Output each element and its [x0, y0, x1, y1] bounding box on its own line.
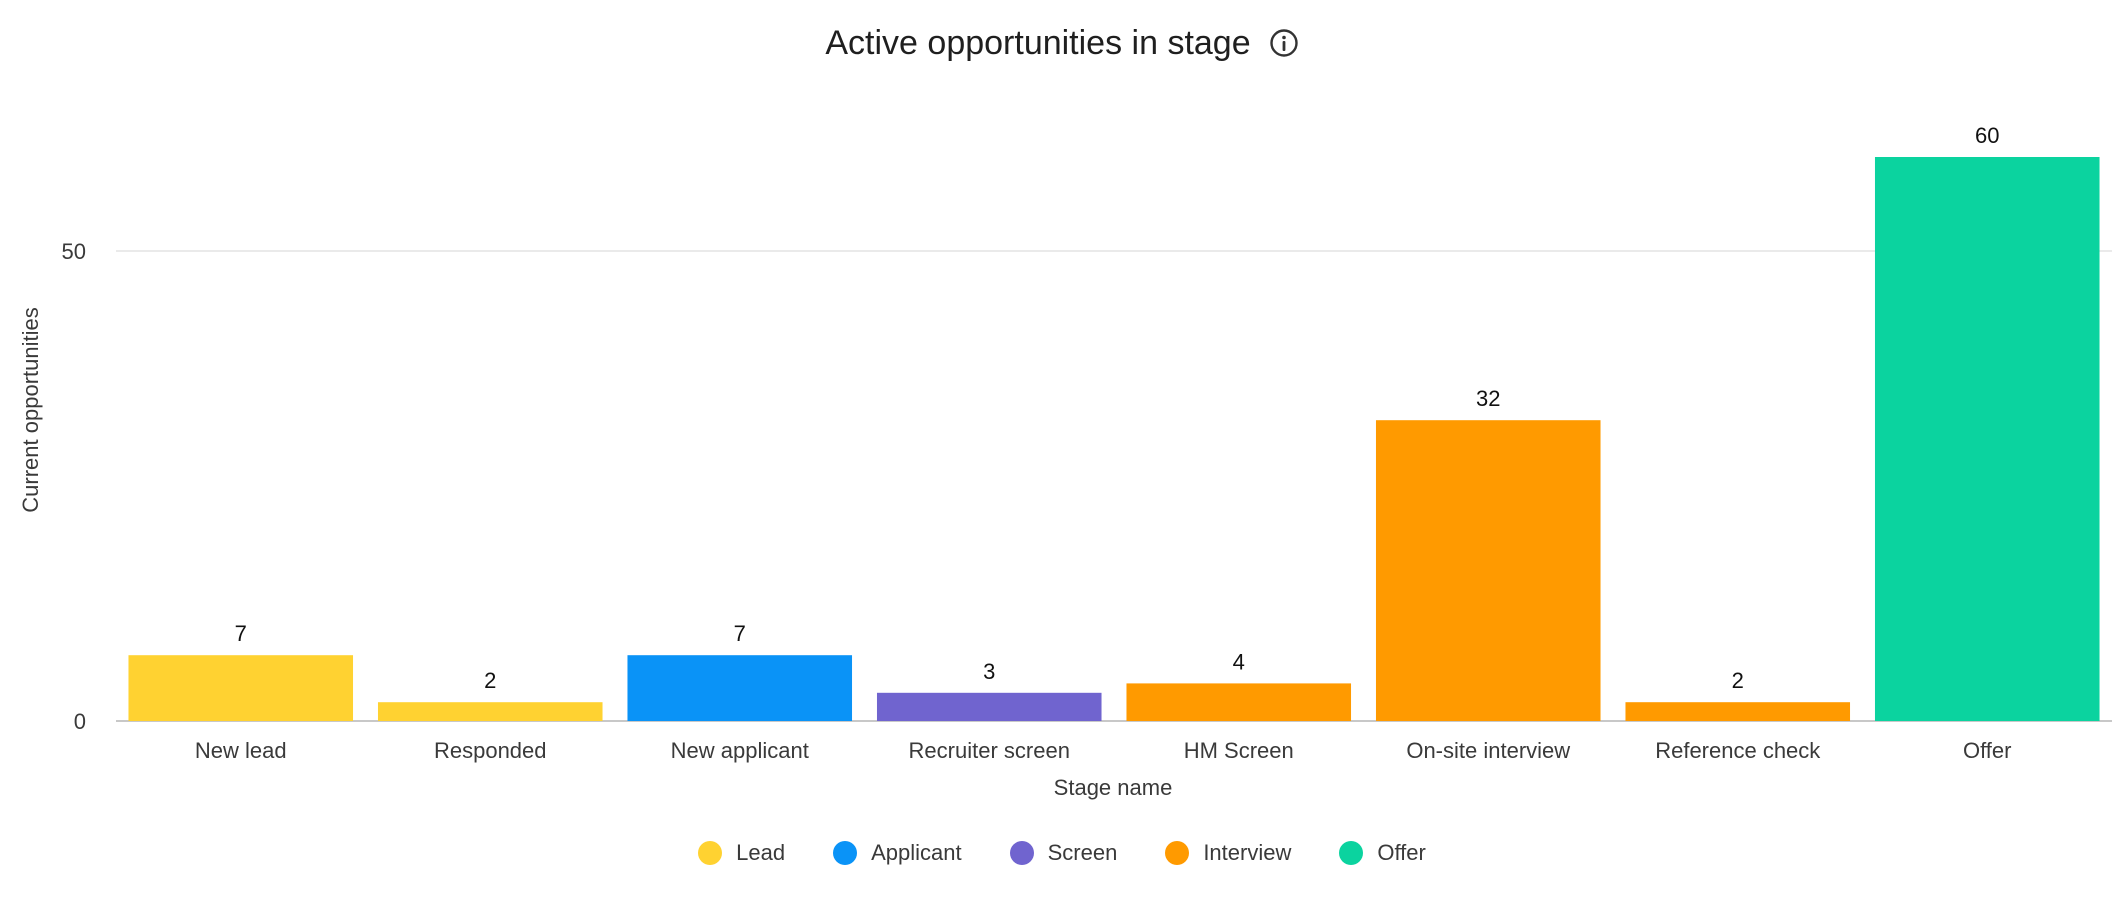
legend-swatch	[833, 841, 858, 865]
bar-offer[interactable]	[1874, 157, 2100, 721]
data-label: 2	[1732, 668, 1744, 693]
bar-new-lead[interactable]	[128, 655, 354, 721]
legend-item-lead[interactable]: Lead	[698, 840, 785, 866]
y-tick-label: 50	[62, 239, 86, 264]
legend-item-interview[interactable]: Interview	[1165, 840, 1291, 866]
data-label: 7	[734, 621, 746, 646]
legend-item-applicant[interactable]: Applicant	[833, 840, 962, 866]
bar-hm-screen[interactable]	[1126, 683, 1352, 721]
legend-swatch	[698, 841, 723, 865]
legend-swatch	[1339, 841, 1364, 865]
legend-item-offer[interactable]: Offer	[1339, 840, 1426, 866]
bar-on-site-interview[interactable]	[1375, 420, 1601, 721]
data-label: 2	[484, 668, 496, 693]
data-label: 3	[983, 659, 995, 684]
y-axis-title: Current opportunities	[18, 307, 43, 512]
x-tick-label: Recruiter screen	[909, 738, 1070, 763]
bar-reference-check[interactable]	[1625, 702, 1851, 721]
y-tick-label: 0	[74, 709, 86, 734]
x-tick-label: HM Screen	[1184, 738, 1294, 763]
info-circle-icon[interactable]	[1269, 28, 1299, 58]
chart-header: Active opportunities in stage	[0, 18, 2124, 68]
legend-label: Applicant	[871, 840, 962, 865]
x-tick-label: Responded	[434, 738, 547, 763]
legend-label: Interview	[1203, 840, 1292, 865]
legend-item-screen[interactable]: Screen	[1009, 840, 1118, 866]
legend-label: Screen	[1047, 840, 1118, 865]
x-tick-label: New lead	[195, 738, 287, 763]
x-tick-label: On-site interview	[1406, 738, 1570, 763]
x-tick-label: Offer	[1963, 738, 2012, 763]
legend-swatch	[1009, 841, 1034, 865]
data-labels: 7 2 7 3 4 32 2 60	[235, 123, 2000, 693]
x-tick-label: New applicant	[671, 738, 809, 763]
x-axis-title: Stage name	[1054, 775, 1173, 800]
data-label: 7	[235, 621, 247, 646]
bar-recruiter-screen[interactable]	[876, 692, 1102, 721]
bar-new-applicant[interactable]	[627, 655, 853, 721]
legend-swatch	[1165, 841, 1190, 865]
bar-responded[interactable]	[377, 702, 603, 721]
legend-label: Lead	[736, 840, 786, 865]
data-label: 4	[1233, 649, 1245, 674]
x-tick-label: Reference check	[1655, 738, 1821, 763]
bars	[128, 157, 2100, 721]
chart-title: Active opportunities in stage	[825, 23, 1251, 62]
axis-ticks: 0 50 New lead Responded New applicant Recruit…	[62, 239, 2012, 763]
data-label: 60	[1975, 123, 1999, 148]
grid-lines	[116, 250, 2112, 722]
chart-legend: Lead Applicant Screen Interview Offer	[0, 835, 2124, 871]
data-label: 32	[1476, 386, 1500, 411]
legend-label: Offer	[1377, 840, 1426, 865]
